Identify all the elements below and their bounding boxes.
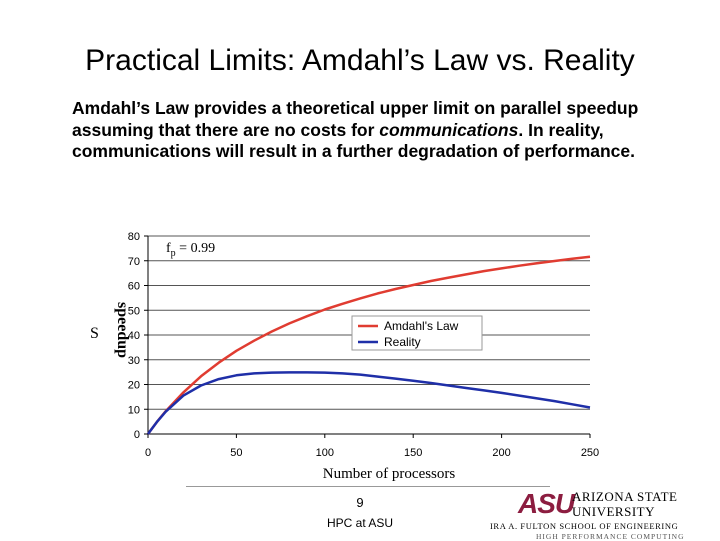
legend-label-amdahl-s-law: Amdahl's Law <box>384 319 459 333</box>
tick-label-x-250: 250 <box>581 447 599 459</box>
body-text-emphasis: communications <box>379 119 519 140</box>
hpc-subtitle: HIGH PERFORMANCE COMPUTING <box>536 532 685 541</box>
legend-label-reality: Reality <box>384 335 421 349</box>
tick-label-y-40: 40 <box>128 330 140 342</box>
series-line-reality <box>146 371 591 435</box>
tick-label-x-100: 100 <box>316 447 334 459</box>
tick-label-y-60: 60 <box>128 281 140 293</box>
speedup-chart: 0 10 20 30 40 50 60 70 80 0 50 100 150 200 250 Number … <box>90 231 599 482</box>
tick-label-x-200: 200 <box>492 447 510 459</box>
legend-box <box>351 315 483 351</box>
tick-label-y-10: 10 <box>128 404 140 416</box>
tick-label-y-50: 50 <box>128 305 140 317</box>
x-axis-label: Number of processors <box>323 466 456 482</box>
university-name-line1: ARIZONA STATE <box>572 489 678 504</box>
chart-labels: Number of processors S speedup fp = 0.99 <box>90 241 455 482</box>
tick-label-x-50: 50 <box>230 447 242 459</box>
chart-legend: Amdahl's Law Reality <box>351 315 483 351</box>
y-axis-label-extra: speedup <box>114 302 131 358</box>
university-name-line2: UNIVERSITY <box>572 504 655 519</box>
tick-label-x-150: 150 <box>404 447 422 459</box>
asu-logo: ASU ARIZONA STATE UNIVERSITY IRA A. FULT… <box>480 486 720 541</box>
page-number: 9 <box>356 495 364 510</box>
y-axis-label: S <box>90 325 99 342</box>
tick-label-x-0: 0 <box>145 447 151 459</box>
chart-ticks: 0 10 20 30 40 50 60 70 80 0 50 100 150 200 250 <box>128 231 599 459</box>
body-text: Amdahl’s Law provides a theoretical uppe… <box>72 98 672 163</box>
body-text-part1: Amdahl’s Law provides a theoretical uppe… <box>72 98 639 140</box>
tick-label-y-70: 70 <box>128 256 140 268</box>
slide-title: Practical Limits: Amdahl’s Law vs. Reali… <box>85 44 635 77</box>
series-line-amdahl-s-law <box>146 255 591 435</box>
footer-divider <box>186 486 550 487</box>
tick-label-y-80: 80 <box>128 231 140 243</box>
body-text-part2: . In reality, communications will result… <box>72 119 636 162</box>
tick-label-y-30: 30 <box>128 355 140 367</box>
tick-label-y-0: 0 <box>134 429 140 441</box>
chart-lines <box>146 255 591 435</box>
school-name: IRA A. FULTON SCHOOL OF ENGINEERING <box>490 521 679 531</box>
fp-annotation: fp = 0.99 <box>166 241 215 259</box>
footer-label: HPC at ASU <box>326 516 394 530</box>
tick-label-y-20: 20 <box>128 380 140 392</box>
asu-mark: ASU <box>518 488 575 519</box>
